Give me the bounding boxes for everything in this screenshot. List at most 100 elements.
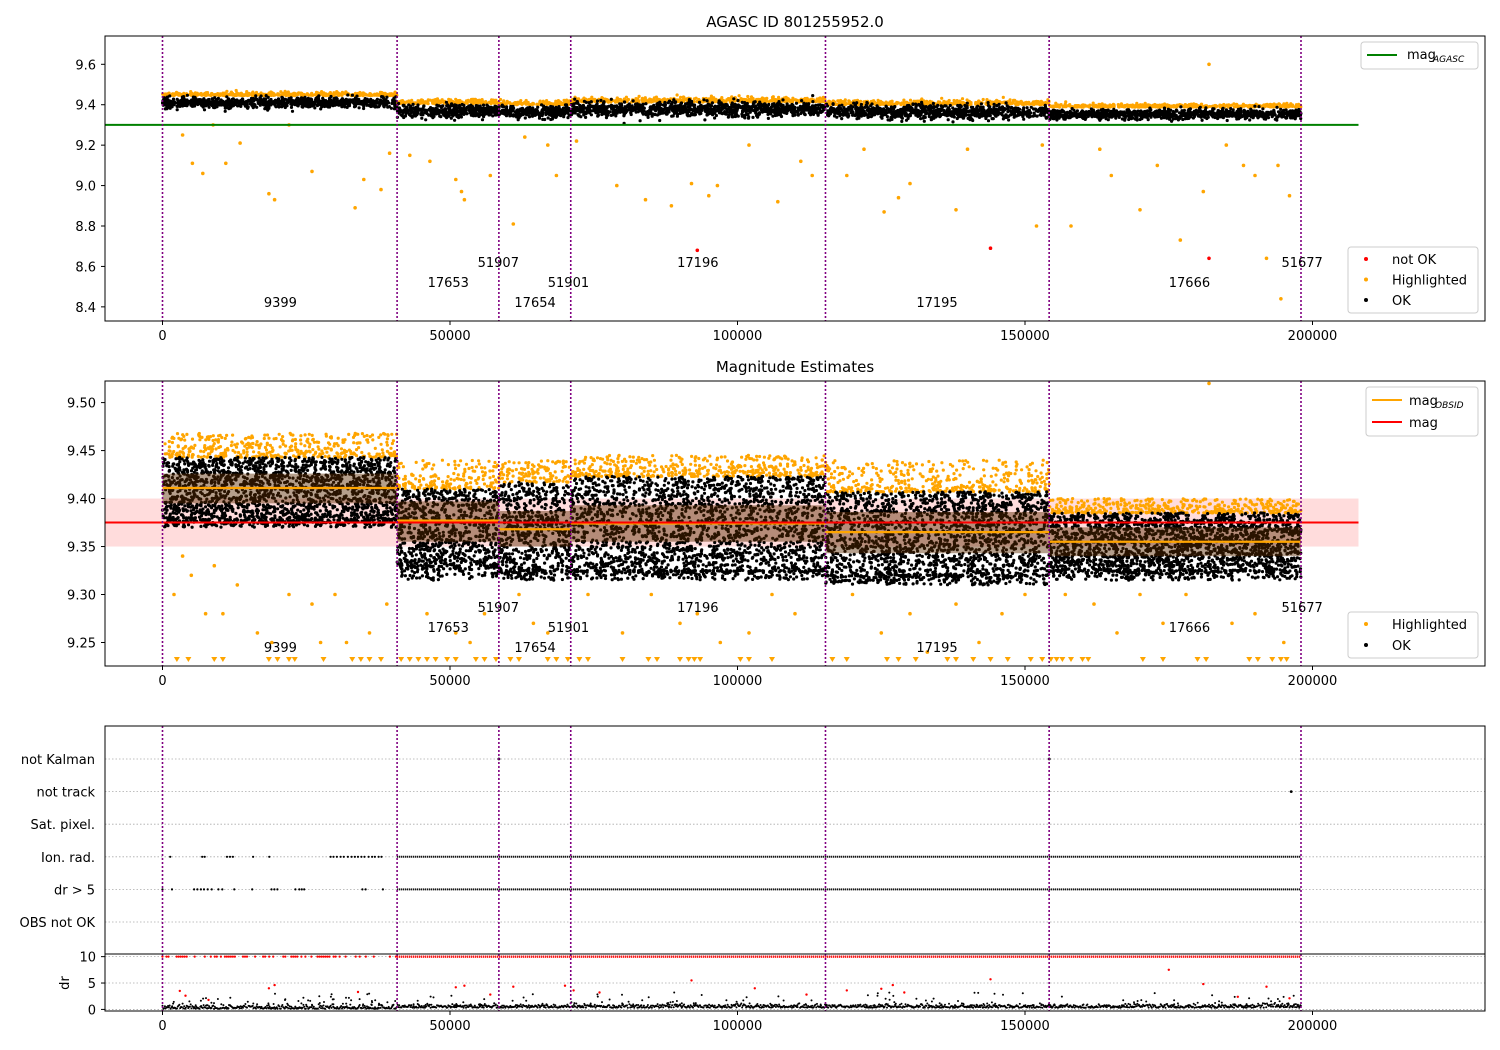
- highlighted-point: [344, 90, 348, 94]
- ok-point: [505, 105, 509, 109]
- highlighted-point: [806, 98, 810, 102]
- ok-point: [778, 111, 782, 115]
- highlighted-point: [1028, 102, 1032, 106]
- ok-point: [678, 111, 682, 115]
- ok-point: [439, 115, 443, 119]
- ok-point: [465, 112, 469, 116]
- ok-point: [543, 117, 547, 122]
- highlighted-point: [370, 93, 374, 97]
- ok-point: [167, 102, 171, 106]
- ok-point: [290, 100, 294, 104]
- highlighted-point: [940, 96, 944, 100]
- ok-point: [739, 105, 743, 109]
- ok-point: [207, 97, 211, 102]
- ok-point: [1021, 108, 1025, 112]
- ok-point: [464, 108, 468, 113]
- ok-point: [231, 104, 235, 108]
- highlighted-point: [492, 100, 496, 104]
- ok-point: [687, 100, 691, 104]
- ok-point: [410, 109, 414, 113]
- ok-point: [352, 105, 357, 109]
- ok-point: [403, 114, 408, 118]
- ok-point: [216, 96, 220, 100]
- highlighted-point: [728, 98, 732, 102]
- ok-point: [629, 112, 633, 117]
- ok-point: [1006, 110, 1010, 114]
- ok-point: [281, 99, 286, 103]
- highlighted-point: [942, 99, 946, 103]
- ok-point: [192, 98, 196, 102]
- ok-point: [986, 101, 990, 105]
- ok-point: [961, 116, 966, 120]
- ok-point: [577, 109, 581, 113]
- ok-point: [511, 113, 516, 117]
- ok-point: [746, 112, 750, 116]
- ok-point: [998, 107, 1002, 111]
- ok-point: [443, 107, 447, 111]
- ok-point: [486, 109, 490, 113]
- ok-point: [696, 110, 700, 114]
- ok-point: [1008, 113, 1012, 117]
- highlighted-point: [250, 91, 254, 95]
- highlighted-point: [582, 96, 586, 100]
- ok-point: [732, 97, 736, 101]
- ok-point: [1029, 111, 1033, 115]
- ok-point: [261, 100, 265, 104]
- highlighted-point: [600, 96, 604, 100]
- ok-point: [802, 110, 806, 114]
- ok-point: [409, 113, 413, 118]
- ok-point: [319, 107, 323, 111]
- ok-point: [688, 104, 692, 108]
- ok-point: [385, 95, 389, 99]
- ok-point: [421, 107, 425, 111]
- ok-point: [697, 107, 701, 111]
- ok-point: [866, 115, 870, 119]
- ok-point: [995, 104, 999, 108]
- ok-point: [397, 109, 401, 113]
- ok-point: [619, 102, 623, 107]
- ok-point: [665, 107, 670, 111]
- ok-point: [475, 105, 479, 109]
- highlighted-point: [615, 99, 619, 103]
- ok-point: [316, 103, 320, 107]
- ok-point: [285, 98, 289, 102]
- ok-point: [457, 103, 462, 108]
- ok-point: [630, 109, 634, 113]
- ok-point: [325, 101, 329, 105]
- ok-point: [574, 107, 578, 112]
- ok-point: [649, 110, 653, 114]
- ok-point: [405, 105, 409, 109]
- ok-point: [552, 110, 556, 114]
- ok-point: [606, 113, 610, 117]
- ok-point: [516, 115, 520, 119]
- ok-point: [536, 105, 540, 109]
- ok-point: [777, 106, 781, 110]
- ok-point: [689, 108, 693, 112]
- ok-point: [984, 116, 988, 121]
- highlighted-point: [536, 102, 540, 106]
- ok-point: [811, 100, 815, 104]
- highlighted-point: [998, 100, 1002, 104]
- ok-point: [796, 113, 800, 117]
- ok-point: [439, 105, 443, 110]
- ok-point: [172, 103, 176, 107]
- ok-point: [900, 116, 905, 120]
- ok-point: [509, 104, 513, 109]
- ok-point: [680, 105, 684, 109]
- ok-point: [849, 104, 853, 108]
- highlighted-point: [531, 102, 536, 106]
- ok-point: [741, 108, 746, 113]
- ok-point: [959, 104, 963, 109]
- highlighted-point: [269, 90, 273, 94]
- ok-point: [477, 108, 481, 113]
- ok-point: [627, 102, 631, 106]
- ok-point: [444, 100, 448, 104]
- ok-point: [551, 105, 555, 109]
- ok-point: [864, 103, 868, 107]
- highlighted-point: [285, 92, 289, 96]
- ok-point: [979, 102, 984, 106]
- highlighted-point: [538, 99, 542, 103]
- ok-point: [673, 101, 677, 105]
- ok-point: [710, 101, 715, 105]
- ok-point: [893, 105, 897, 109]
